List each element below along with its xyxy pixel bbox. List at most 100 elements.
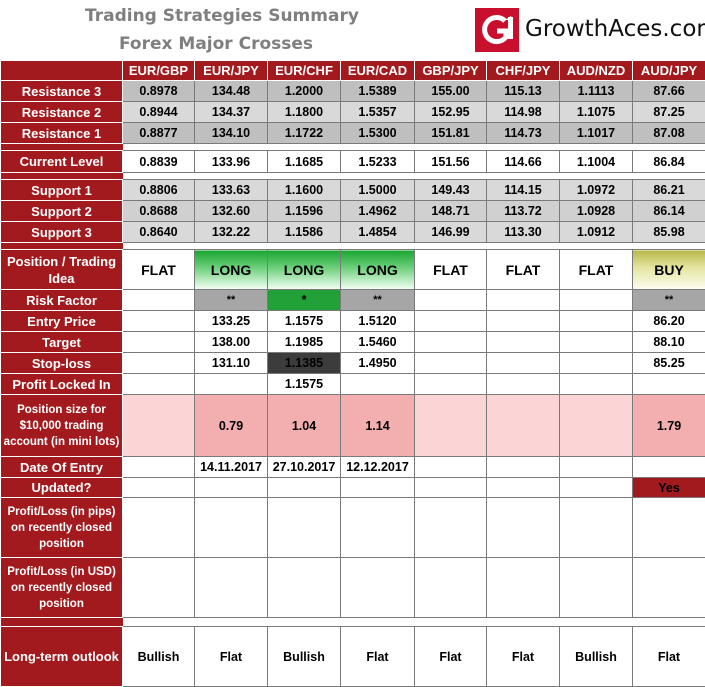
spacer-cell: [123, 173, 705, 180]
cell-stop-chf-jpy: [487, 353, 560, 374]
cell-current-chf-jpy: 114.66: [487, 151, 560, 173]
cell-s1-eur-jpy: 133.63: [195, 180, 268, 201]
pair-header-chf-jpy: CHF/JPY: [487, 61, 560, 81]
cell-position-aud-nzd: FLAT: [560, 250, 633, 290]
cell-outlook-eur-cad: Flat: [341, 627, 415, 687]
cell-outlook-chf-jpy: Flat: [487, 627, 560, 687]
cell-r3-aud-jpy: 87.66: [633, 81, 705, 102]
row-pl-pips: Profit/Loss (in pips) on recently closed…: [1, 498, 705, 558]
cell-updated-gbp-jpy: [415, 478, 487, 498]
cell-s3-eur-cad: 1.4854: [341, 222, 415, 243]
cell-position-eur-cad: LONG: [341, 250, 415, 290]
cell-size-eur-cad: 1.14: [341, 395, 415, 457]
cell-s2-eur-jpy: 132.60: [195, 201, 268, 222]
cell-locked-eur-cad: [341, 374, 415, 395]
spacer-cell: [123, 144, 705, 151]
cell-s2-gbp-jpy: 148.71: [415, 201, 487, 222]
cell-entry-aud-jpy: 86.20: [633, 311, 705, 332]
cell-s2-eur-gbp: 0.8688: [123, 201, 195, 222]
cell-r3-eur-gbp: 0.8978: [123, 81, 195, 102]
cell-stop-eur-jpy: 131.10: [195, 353, 268, 374]
cell-entry-chf-jpy: [487, 311, 560, 332]
cell-updated-eur-jpy: [195, 478, 268, 498]
cell-outlook-eur-chf: Bullish: [268, 627, 341, 687]
row-pl-usd: Profit/Loss (in USD) on recently closed …: [1, 558, 705, 618]
cell-updated-aud-nzd: [560, 478, 633, 498]
cell-s1-aud-jpy: 86.21: [633, 180, 705, 201]
cell-outlook-aud-jpy: Flat: [633, 627, 705, 687]
pair-header-gbp-jpy: GBP/JPY: [415, 61, 487, 81]
cell-date-gbp-jpy: [415, 457, 487, 478]
cell-risk-eur-gbp: [123, 290, 195, 311]
spacer-label-cell: [1, 618, 123, 627]
cell-s3-eur-gbp: 0.8640: [123, 222, 195, 243]
cell-size-eur-jpy: 0.79: [195, 395, 268, 457]
cell-r3-eur-cad: 1.5389: [341, 81, 415, 102]
row-spacer: [1, 618, 705, 627]
pair-header-aud-jpy: AUD/JPY: [633, 61, 705, 81]
cell-stop-eur-chf: 1.1385: [268, 353, 341, 374]
row-label-outlook: Long-term outlook: [1, 627, 123, 687]
cell-updated-eur-chf: [268, 478, 341, 498]
row-label-risk: Risk Factor: [1, 290, 123, 311]
cell-entry-eur-jpy: 133.25: [195, 311, 268, 332]
cell-pl-usd-eur-gbp: [123, 558, 195, 618]
cell-pl-pips-eur-gbp: [123, 498, 195, 558]
row-updated: Updated?Yes: [1, 478, 705, 498]
cell-current-eur-cad: 1.5233: [341, 151, 415, 173]
cell-pl-usd-eur-cad: [341, 558, 415, 618]
cell-pl-usd-gbp-jpy: [415, 558, 487, 618]
cell-r3-gbp-jpy: 155.00: [415, 81, 487, 102]
row-label-date: Date Of Entry: [1, 457, 123, 478]
cell-pl-pips-eur-jpy: [195, 498, 268, 558]
cell-s1-eur-cad: 1.5000: [341, 180, 415, 201]
pair-header-eur-chf: EUR/CHF: [268, 61, 341, 81]
cell-pl-pips-aud-jpy: [633, 498, 705, 558]
cell-current-eur-gbp: 0.8839: [123, 151, 195, 173]
cell-s3-aud-nzd: 1.0912: [560, 222, 633, 243]
row-label-r2: Resistance 2: [1, 102, 123, 123]
cell-current-eur-jpy: 133.96: [195, 151, 268, 173]
row-label-s3: Support 3: [1, 222, 123, 243]
cell-target-eur-jpy: 138.00: [195, 332, 268, 353]
row-label-stop: Stop-loss: [1, 353, 123, 374]
cell-date-eur-jpy: 14.11.2017: [195, 457, 268, 478]
cell-pl-pips-gbp-jpy: [415, 498, 487, 558]
cell-updated-chf-jpy: [487, 478, 560, 498]
cell-r1-gbp-jpy: 151.81: [415, 123, 487, 144]
cell-updated-eur-cad: [341, 478, 415, 498]
cell-s3-gbp-jpy: 146.99: [415, 222, 487, 243]
cell-position-eur-chf: LONG: [268, 250, 341, 290]
pair-header-eur-gbp: EUR/GBP: [123, 61, 195, 81]
cell-r2-eur-cad: 1.5357: [341, 102, 415, 123]
growthaces-logo-icon: [475, 8, 519, 52]
cell-entry-gbp-jpy: [415, 311, 487, 332]
report-header: Trading Strategies Summary Forex Major C…: [0, 0, 705, 60]
cell-size-eur-gbp: [123, 395, 195, 457]
cell-target-chf-jpy: [487, 332, 560, 353]
cell-s1-gbp-jpy: 149.43: [415, 180, 487, 201]
cell-s3-chf-jpy: 113.30: [487, 222, 560, 243]
cell-r1-eur-chf: 1.1722: [268, 123, 341, 144]
cell-target-aud-nzd: [560, 332, 633, 353]
cell-entry-eur-cad: 1.5120: [341, 311, 415, 332]
cell-locked-gbp-jpy: [415, 374, 487, 395]
cell-target-eur-cad: 1.5460: [341, 332, 415, 353]
cell-size-aud-jpy: 1.79: [633, 395, 705, 457]
row-label-locked: Profit Locked In: [1, 374, 123, 395]
cell-r2-chf-jpy: 114.98: [487, 102, 560, 123]
cell-position-chf-jpy: FLAT: [487, 250, 560, 290]
cell-target-eur-chf: 1.1985: [268, 332, 341, 353]
cell-s2-eur-cad: 1.4962: [341, 201, 415, 222]
cell-risk-gbp-jpy: [415, 290, 487, 311]
row-spacer: [1, 173, 705, 180]
